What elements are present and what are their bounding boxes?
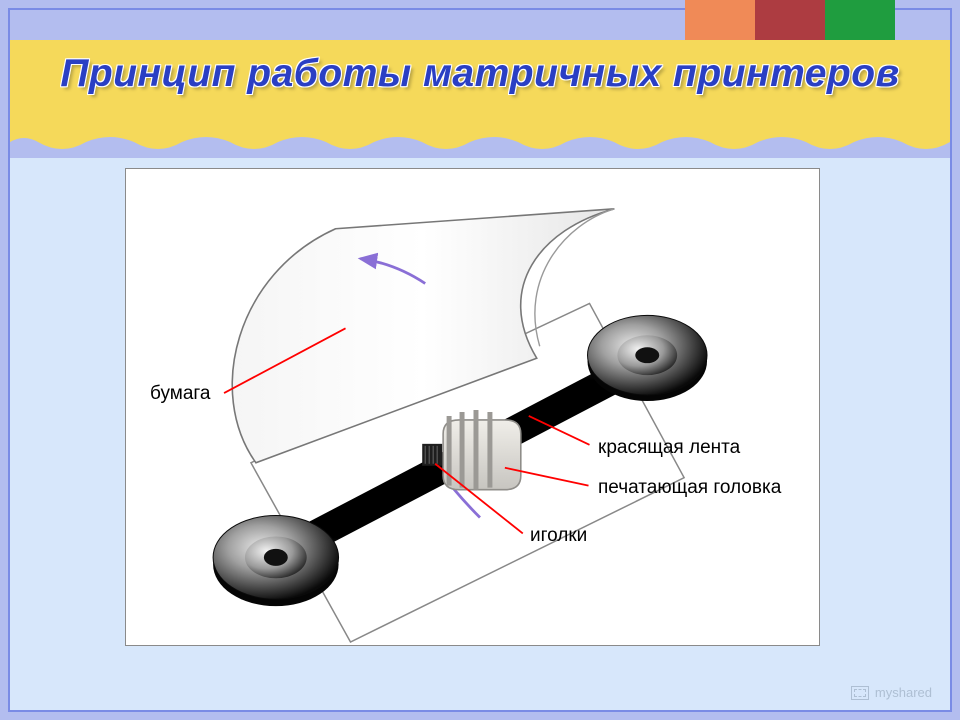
printer-diagram: бумага красящая лента печатающая головка… [125, 168, 820, 646]
needles [422, 444, 442, 466]
diagram-svg [126, 169, 819, 645]
watermark: myshared [851, 685, 932, 700]
title-ripple [10, 136, 950, 158]
content-area: бумага красящая лента печатающая головка… [10, 158, 950, 710]
label-ribbon: красящая лента [598, 437, 740, 459]
spool-top [588, 315, 707, 401]
label-paper: бумага [150, 383, 210, 405]
label-head: печатающая головка [598, 477, 781, 499]
watermark-icon [851, 686, 869, 700]
label-needles: иголки [530, 525, 587, 547]
watermark-text: myshared [875, 685, 932, 700]
slide-title: Принцип работы матричных принтеров [0, 52, 960, 96]
spool-bottom [213, 516, 338, 607]
